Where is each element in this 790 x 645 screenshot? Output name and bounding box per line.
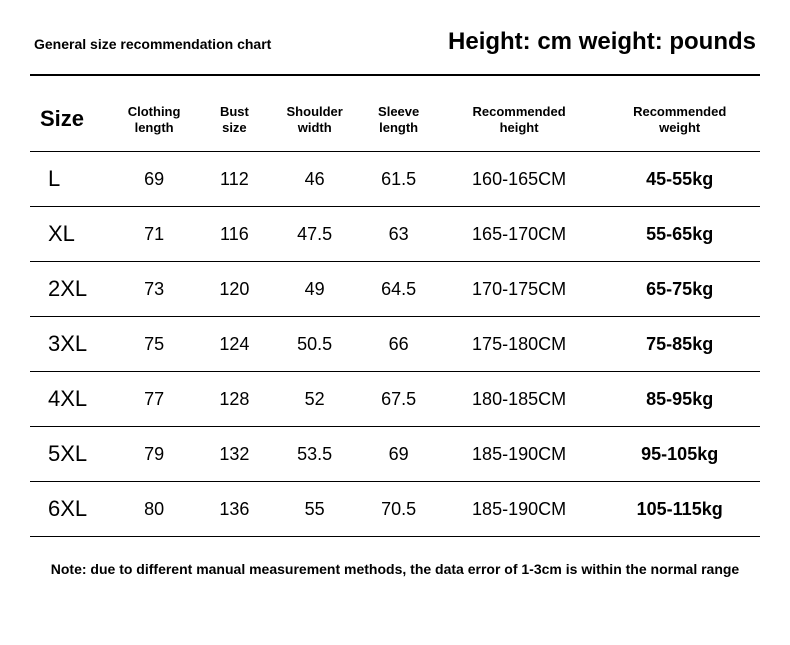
cell-recommended-weight: 65-75kg — [599, 262, 760, 317]
cell-bust-size: 120 — [198, 262, 271, 317]
cell-sleeve-length: 66 — [358, 317, 438, 372]
height-title: Height: cm weight: pounds — [448, 28, 756, 56]
cell-shoulder-width: 49 — [271, 262, 359, 317]
table-row: 5XL 79 132 53.5 69 185-190CM 95-105kg — [30, 427, 760, 482]
cell-size: 3XL — [30, 317, 110, 372]
cell-recommended-weight: 55-65kg — [599, 207, 760, 262]
cell-sleeve-length: 69 — [358, 427, 438, 482]
cell-recommended-height: 170-175CM — [439, 262, 600, 317]
cell-clothing-length: 80 — [110, 482, 198, 537]
cell-recommended-weight: 45-55kg — [599, 152, 760, 207]
general-title: General size recommendation chart — [34, 36, 271, 52]
col-header-bust-size: Bustsize — [198, 94, 271, 152]
cell-recommended-weight: 85-95kg — [599, 372, 760, 427]
cell-recommended-height: 185-190CM — [439, 427, 600, 482]
cell-clothing-length: 73 — [110, 262, 198, 317]
table-row: XL 71 116 47.5 63 165-170CM 55-65kg — [30, 207, 760, 262]
cell-size: L — [30, 152, 110, 207]
table-row: 3XL 75 124 50.5 66 175-180CM 75-85kg — [30, 317, 760, 372]
cell-size: 6XL — [30, 482, 110, 537]
col-header-size: Size — [30, 94, 110, 152]
cell-bust-size: 124 — [198, 317, 271, 372]
cell-clothing-length: 77 — [110, 372, 198, 427]
cell-sleeve-length: 70.5 — [358, 482, 438, 537]
table-row: 4XL 77 128 52 67.5 180-185CM 85-95kg — [30, 372, 760, 427]
col-header-recommended-weight: Recommendedweight — [599, 94, 760, 152]
cell-size: 2XL — [30, 262, 110, 317]
cell-recommended-weight: 105-115kg — [599, 482, 760, 537]
col-header-clothing-length: Clothinglength — [110, 94, 198, 152]
col-header-sleeve-length: Sleevelength — [358, 94, 438, 152]
cell-sleeve-length: 61.5 — [358, 152, 438, 207]
col-header-recommended-height: Recommendedheight — [439, 94, 600, 152]
cell-size: 5XL — [30, 427, 110, 482]
cell-sleeve-length: 67.5 — [358, 372, 438, 427]
cell-shoulder-width: 46 — [271, 152, 359, 207]
table-body: L 69 112 46 61.5 160-165CM 45-55kg XL 71… — [30, 152, 760, 537]
cell-shoulder-width: 53.5 — [271, 427, 359, 482]
cell-sleeve-length: 63 — [358, 207, 438, 262]
cell-recommended-height: 180-185CM — [439, 372, 600, 427]
cell-shoulder-width: 47.5 — [271, 207, 359, 262]
cell-recommended-height: 160-165CM — [439, 152, 600, 207]
cell-bust-size: 128 — [198, 372, 271, 427]
cell-clothing-length: 69 — [110, 152, 198, 207]
cell-recommended-height: 175-180CM — [439, 317, 600, 372]
cell-bust-size: 136 — [198, 482, 271, 537]
cell-shoulder-width: 50.5 — [271, 317, 359, 372]
cell-bust-size: 116 — [198, 207, 271, 262]
cell-clothing-length: 71 — [110, 207, 198, 262]
cell-recommended-weight: 95-105kg — [599, 427, 760, 482]
cell-bust-size: 132 — [198, 427, 271, 482]
top-header: General size recommendation chart Height… — [30, 20, 760, 76]
cell-recommended-weight: 75-85kg — [599, 317, 760, 372]
cell-size: 4XL — [30, 372, 110, 427]
footer-note: Note: due to different manual measuremen… — [30, 537, 760, 577]
cell-shoulder-width: 55 — [271, 482, 359, 537]
table-row: 6XL 80 136 55 70.5 185-190CM 105-115kg — [30, 482, 760, 537]
table-header-row: Size Clothinglength Bustsize Shoulderwid… — [30, 94, 760, 152]
cell-recommended-height: 185-190CM — [439, 482, 600, 537]
cell-recommended-height: 165-170CM — [439, 207, 600, 262]
table-row: L 69 112 46 61.5 160-165CM 45-55kg — [30, 152, 760, 207]
col-header-shoulder-width: Shoulderwidth — [271, 94, 359, 152]
table-row: 2XL 73 120 49 64.5 170-175CM 65-75kg — [30, 262, 760, 317]
cell-sleeve-length: 64.5 — [358, 262, 438, 317]
cell-clothing-length: 75 — [110, 317, 198, 372]
size-table: Size Clothinglength Bustsize Shoulderwid… — [30, 94, 760, 537]
cell-shoulder-width: 52 — [271, 372, 359, 427]
cell-bust-size: 112 — [198, 152, 271, 207]
cell-clothing-length: 79 — [110, 427, 198, 482]
cell-size: XL — [30, 207, 110, 262]
